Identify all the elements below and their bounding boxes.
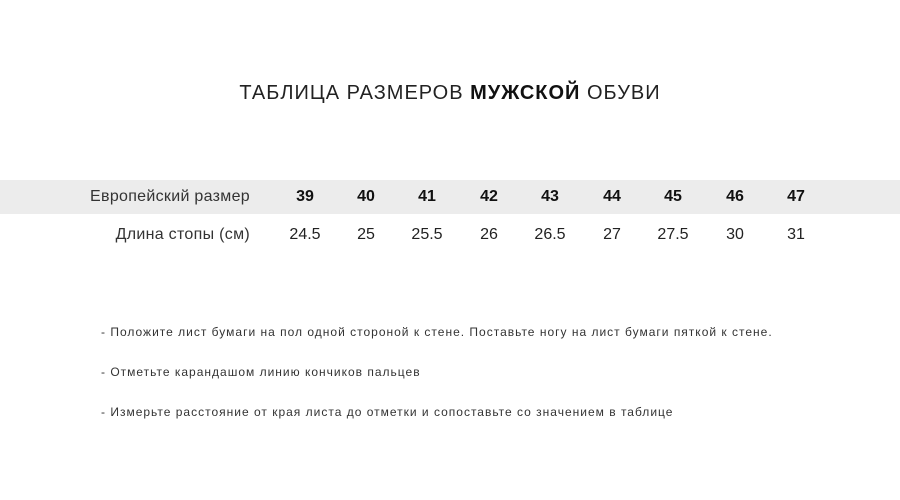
size-cell: 41 <box>418 188 436 205</box>
title-suffix: ОБУВИ <box>586 82 661 104</box>
size-cell: 40 <box>357 188 375 205</box>
instruction-2: - Отметьте карандашом линию кончиков пал… <box>101 365 421 379</box>
length-cell: 26.5 <box>534 226 566 243</box>
length-cell: 27.5 <box>657 226 689 243</box>
size-cell: 45 <box>664 188 682 205</box>
instruction-1: - Положите лист бумаги на пол одной стор… <box>101 325 773 339</box>
size-cell: 47 <box>787 188 805 205</box>
length-row: Длина стопы (см) 24.5 25 25.5 26 26.5 27 27.5 3… <box>0 218 900 252</box>
length-cell: 24.5 <box>289 226 321 243</box>
row-label: Длина стопы (см) <box>115 226 250 243</box>
length-cell: 31 <box>787 226 805 243</box>
length-cell: 26 <box>480 226 498 243</box>
size-cell: 42 <box>480 188 498 205</box>
size-cell: 43 <box>541 188 559 205</box>
length-cell: 30 <box>726 226 744 243</box>
page-title: ТАБЛИЦА РАЗМЕРОВ МУЖСКОЙ ОБУВИ <box>0 82 900 105</box>
length-cell: 25 <box>357 226 375 243</box>
size-cell: 44 <box>603 188 621 205</box>
row-label: Европейский размер <box>90 188 250 205</box>
instruction-3: - Измерьте расстояние от края листа до о… <box>101 405 674 419</box>
title-bold: МУЖСКОЙ <box>470 82 581 104</box>
size-cell: 46 <box>726 188 744 205</box>
title-prefix: ТАБЛИЦА РАЗМЕРОВ <box>239 82 464 104</box>
length-cell: 27 <box>603 226 621 243</box>
length-cell: 25.5 <box>411 226 443 243</box>
size-row: Европейский размер 39 40 41 42 43 44 45 46 47 <box>0 180 900 214</box>
size-cell: 39 <box>296 188 314 205</box>
